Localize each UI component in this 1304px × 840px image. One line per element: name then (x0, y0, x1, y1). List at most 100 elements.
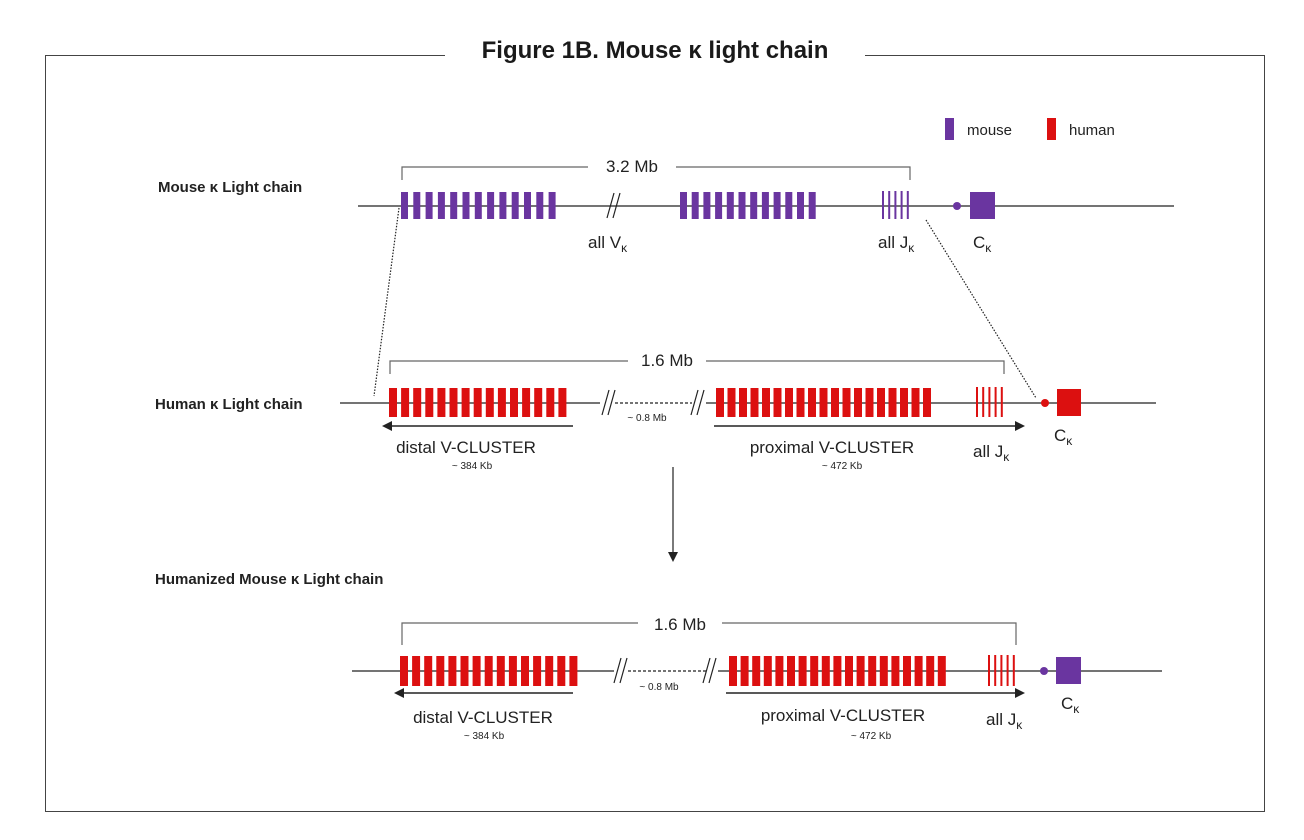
v-segment (819, 388, 828, 417)
v-segment (785, 388, 793, 417)
v-segment (510, 388, 518, 417)
j-label: all Jκ (878, 233, 915, 255)
v-segment (569, 656, 578, 686)
v-segment (796, 388, 805, 417)
v-segment (808, 192, 816, 219)
v-segment (485, 388, 494, 417)
span-bracket (389, 360, 1005, 374)
v-segment (833, 656, 842, 686)
figure-title: Figure 1B. Mouse κ light chain (445, 30, 865, 72)
j-segment (900, 191, 903, 219)
proximal-cluster-label: proximal V-CLUSTER (750, 438, 914, 457)
v-segment (831, 388, 839, 417)
v-segment (868, 656, 877, 686)
gap-label: ~ 0.8 Mb (639, 682, 679, 693)
break-mark (702, 657, 717, 684)
gap-label: ~ 0.8 Mb (627, 413, 667, 424)
distal-cluster-label: distal V-CLUSTER (396, 438, 536, 457)
distal-v-segments (400, 656, 578, 686)
j-segment (882, 191, 884, 219)
proximal-v-segments (716, 388, 931, 417)
v-segment (911, 388, 920, 417)
v-segment (534, 388, 543, 417)
j-label: all Jκ (986, 710, 1023, 732)
v-segment (450, 192, 458, 219)
c-segment (1057, 389, 1081, 416)
span-bracket (401, 622, 1017, 645)
v-segment (436, 656, 445, 686)
v-segment (842, 388, 851, 417)
v-segment (845, 656, 853, 686)
v-segment (522, 388, 531, 417)
v-segment (854, 388, 862, 417)
v-segment (424, 656, 433, 686)
j-segments (988, 655, 1015, 686)
v-segment (437, 192, 445, 219)
v-segment (472, 656, 481, 686)
j-segments (882, 191, 909, 219)
v-segment (740, 656, 749, 686)
v-segment (797, 192, 804, 219)
v-segment (787, 656, 795, 686)
v-segment (425, 192, 433, 219)
v-segment (448, 656, 457, 686)
replacement-connector-left (373, 207, 400, 397)
v-segment (865, 388, 874, 417)
j-segments (976, 387, 1003, 417)
v-segment (425, 388, 434, 417)
v-segment (680, 192, 687, 219)
v-segment (798, 656, 807, 686)
v-segment (511, 192, 519, 219)
v-segment (726, 192, 734, 219)
mouse-locus: 3.2 Mb all Vκ all Jκ Cκ (358, 157, 1174, 255)
v-segment (856, 656, 865, 686)
v-segment (496, 656, 505, 686)
v-segment (703, 192, 711, 219)
j-segment (982, 387, 985, 417)
j-segment (1012, 655, 1015, 686)
v-segment (545, 656, 554, 686)
enhancer-dot (953, 202, 961, 210)
v-segment (558, 388, 567, 417)
v-segment (727, 388, 736, 417)
v-segment (449, 388, 458, 417)
j-segment (988, 387, 991, 417)
legend-swatch-human (1047, 118, 1056, 140)
c-label: Cκ (1054, 426, 1073, 448)
c-label: Cκ (1061, 694, 1080, 716)
v-segment (937, 656, 946, 686)
v-segment (462, 192, 470, 219)
v-segment (808, 388, 816, 417)
v-segment (524, 192, 531, 219)
distal-v-segments (389, 388, 567, 417)
break-mark (613, 657, 628, 684)
v-segment (437, 388, 446, 417)
row-label-human: Human κ Light chain (155, 396, 303, 413)
j-segment (888, 191, 891, 219)
v-segment (773, 388, 782, 417)
v-segment (389, 388, 397, 417)
v-segment (487, 192, 495, 219)
v-segment (761, 192, 769, 219)
v-segment (521, 656, 529, 686)
j-segment (1006, 655, 1009, 686)
break-mark (690, 389, 705, 416)
v-segment (548, 192, 556, 219)
v-segment (474, 192, 482, 219)
v-segment (536, 192, 544, 219)
c-segment (1056, 657, 1081, 684)
v-segment (879, 656, 888, 686)
legend-swatch-mouse (945, 118, 954, 140)
j-segment (988, 655, 990, 686)
span-bracket (401, 166, 911, 180)
proximal-cluster-label: proximal V-CLUSTER (761, 706, 925, 725)
j-segment (994, 387, 997, 417)
v-segment (460, 656, 469, 686)
j-segment (906, 191, 909, 219)
v-segment (923, 388, 931, 417)
v-segment (401, 192, 408, 219)
v-segment (497, 388, 506, 417)
v-segment (900, 388, 908, 417)
legend: mouse human (945, 118, 1115, 140)
